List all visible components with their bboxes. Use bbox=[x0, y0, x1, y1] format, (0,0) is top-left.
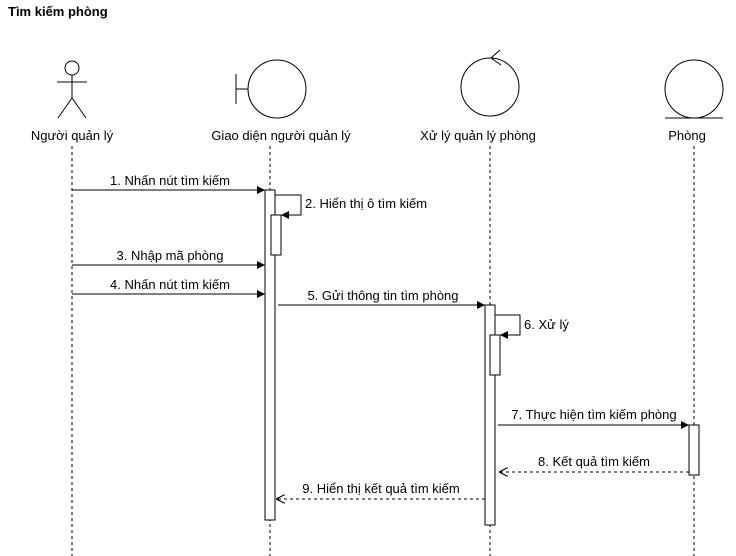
diagram-title: Tìm kiếm phòng bbox=[8, 4, 108, 19]
boundary-figure bbox=[235, 59, 307, 119]
entity-figure bbox=[664, 59, 724, 119]
message-label-4: 4. Nhấn nút tìm kiếm bbox=[110, 277, 230, 292]
participant-label-entity: Phòng bbox=[668, 128, 706, 143]
message-arrow-6 bbox=[495, 314, 521, 339]
control-figure bbox=[460, 49, 520, 117]
message-label-8: 8. Kết quả tìm kiếm bbox=[538, 454, 650, 469]
message-arrow-2 bbox=[275, 194, 302, 219]
participant-label-actor: Người quản lý bbox=[31, 128, 114, 143]
participant-label-control: Xử lý quản lý phòng bbox=[420, 128, 536, 143]
activation-boundary-self bbox=[270, 214, 282, 256]
message-label-7: 7. Thực hiện tìm kiếm phòng bbox=[511, 407, 676, 422]
message-label-2: 2. Hiển thị ô tìm kiếm bbox=[305, 196, 427, 211]
activation-control-self bbox=[489, 334, 501, 376]
activation-control-main bbox=[484, 304, 496, 526]
message-label-9: 9. Hiển thị kết quả tìm kiếm bbox=[302, 481, 460, 496]
message-label-1: 1. Nhấn nút tìm kiếm bbox=[110, 173, 230, 188]
actor-figure bbox=[57, 60, 87, 119]
message-label-3: 3. Nhập mã phòng bbox=[117, 248, 224, 263]
message-label-5: 5. Gửi thông tin tìm phòng bbox=[307, 288, 458, 303]
participant-label-boundary: Giao diện người quản lý bbox=[211, 128, 351, 143]
activation-entity bbox=[688, 424, 700, 476]
message-label-6: 6. Xử lý bbox=[524, 317, 569, 332]
activation-boundary-main bbox=[264, 189, 276, 521]
